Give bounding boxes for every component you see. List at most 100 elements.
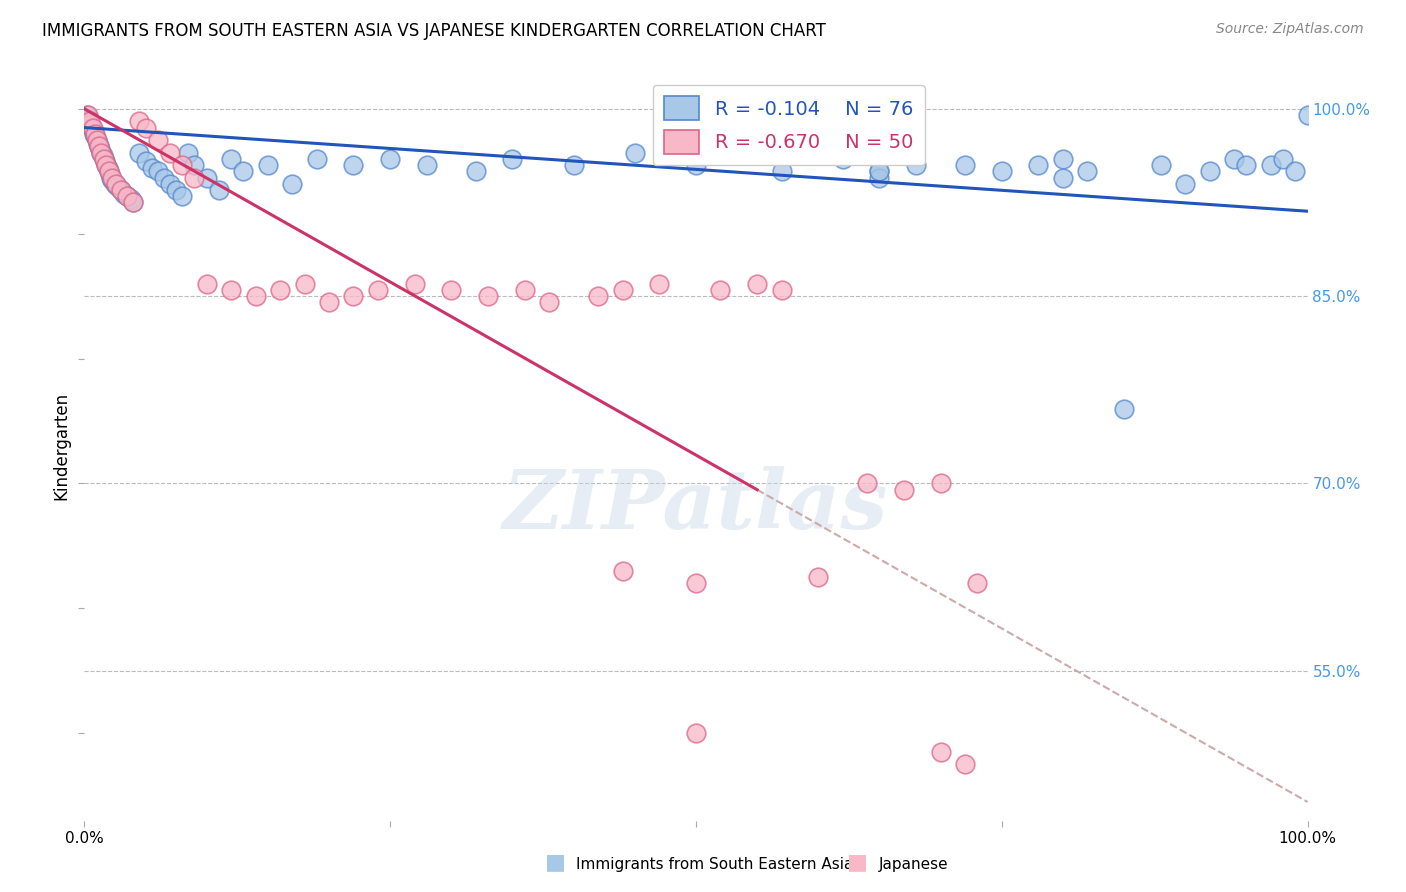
Point <box>966 576 988 591</box>
Point <box>1284 164 1306 178</box>
Point <box>929 745 952 759</box>
Point <box>153 170 176 185</box>
Point <box>97 164 120 178</box>
Point <box>104 177 127 191</box>
Point <box>513 283 536 297</box>
Point <box>159 177 181 191</box>
Point <box>869 164 891 178</box>
Point <box>94 154 117 169</box>
Point <box>195 277 218 291</box>
Point <box>648 277 671 291</box>
Point <box>77 112 100 126</box>
Point <box>141 161 163 175</box>
Point <box>96 158 118 172</box>
Point <box>612 283 634 297</box>
Point <box>929 476 952 491</box>
Point <box>89 142 111 156</box>
Point <box>624 145 647 160</box>
Point <box>96 158 118 172</box>
Point <box>269 283 291 297</box>
Point <box>232 164 254 178</box>
Point <box>342 158 364 172</box>
Point <box>612 564 634 578</box>
Point <box>380 152 402 166</box>
Point <box>97 164 120 178</box>
Point <box>122 195 145 210</box>
Point <box>477 289 499 303</box>
Point <box>502 152 524 166</box>
Point <box>90 145 112 160</box>
Point <box>120 192 142 206</box>
Point <box>685 158 707 172</box>
Point <box>128 145 150 160</box>
Point <box>869 164 891 178</box>
Point <box>165 183 187 197</box>
Point <box>101 173 124 187</box>
Point <box>991 164 1014 178</box>
Point <box>122 195 145 210</box>
Point <box>87 139 110 153</box>
Text: ■: ■ <box>848 853 868 872</box>
Point <box>86 133 108 147</box>
Point <box>177 145 200 160</box>
Point <box>87 139 110 153</box>
Text: Immigrants from South Eastern Asia: Immigrants from South Eastern Asia <box>576 857 853 872</box>
Point <box>562 158 585 172</box>
Point <box>79 117 101 131</box>
Point <box>770 283 793 297</box>
Point <box>82 120 104 135</box>
Point <box>87 136 110 151</box>
Point <box>128 114 150 128</box>
Point <box>1150 158 1173 172</box>
Point <box>440 283 463 297</box>
Point <box>135 120 157 135</box>
Point <box>367 283 389 297</box>
Point <box>1076 164 1098 178</box>
Point <box>342 289 364 303</box>
Point <box>1223 152 1246 166</box>
Point <box>105 177 128 191</box>
Point <box>1174 177 1197 191</box>
Point <box>115 189 138 203</box>
Point <box>112 186 135 201</box>
Point <box>953 158 976 172</box>
Point <box>105 179 128 194</box>
Point <box>245 289 267 303</box>
Point <box>208 183 231 197</box>
Point <box>685 726 707 740</box>
Point <box>115 189 138 203</box>
Point <box>1236 158 1258 172</box>
Point <box>93 152 115 166</box>
Point <box>76 108 98 122</box>
Point <box>219 152 242 166</box>
Point <box>831 152 853 166</box>
Point <box>79 114 101 128</box>
Point <box>110 183 132 197</box>
Point <box>98 167 121 181</box>
Point <box>1028 158 1050 172</box>
Point <box>770 164 793 178</box>
Point <box>1114 401 1136 416</box>
Point <box>747 277 769 291</box>
Point <box>294 277 316 291</box>
Point <box>1260 158 1282 172</box>
Point <box>404 277 426 291</box>
Point <box>83 127 105 141</box>
Point <box>305 152 328 166</box>
Point <box>159 145 181 160</box>
Point <box>80 120 103 135</box>
Point <box>318 295 340 310</box>
Legend: R = -0.104    N = 76, R = -0.670    N = 50: R = -0.104 N = 76, R = -0.670 N = 50 <box>652 85 925 165</box>
Point <box>1296 108 1319 122</box>
Point <box>183 170 205 185</box>
Y-axis label: Kindergarten: Kindergarten <box>52 392 70 500</box>
Point <box>146 133 169 147</box>
Text: Source: ZipAtlas.com: Source: ZipAtlas.com <box>1216 22 1364 37</box>
Point <box>110 183 132 197</box>
Point <box>953 757 976 772</box>
Point <box>709 283 731 297</box>
Point <box>416 158 439 172</box>
Point <box>172 158 194 172</box>
Point <box>538 295 561 310</box>
Point <box>856 476 879 491</box>
